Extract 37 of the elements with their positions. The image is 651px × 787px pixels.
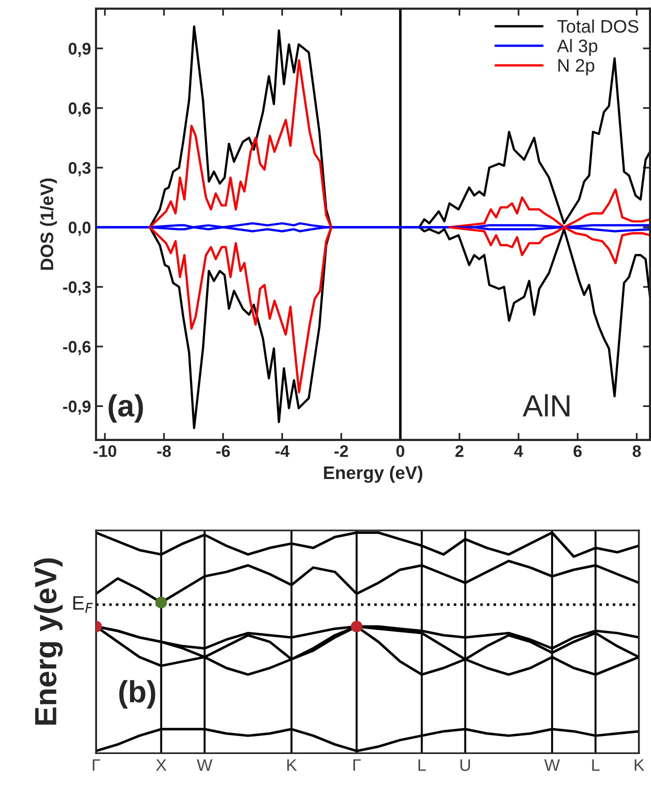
x-tick-label: X	[156, 759, 166, 771]
x-tick-label: -10	[93, 445, 116, 458]
y-tick-label: -0,9	[63, 400, 91, 415]
y-tick-label: -0,3	[63, 281, 91, 296]
x-tick-label: -8	[157, 445, 171, 458]
x-tick-label: Γ	[92, 759, 100, 771]
x-tick-label: L	[592, 759, 600, 771]
x-tick-label: 8	[632, 445, 641, 458]
x-tick-label: 2	[455, 445, 464, 457]
y-tick-label: -0,6	[63, 340, 91, 356]
legend-label: Al 3p	[556, 39, 598, 56]
x-tick-label: -2	[334, 445, 348, 457]
y-tick-label: 0,9	[68, 42, 91, 58]
x-tick-label: Γ	[353, 759, 361, 771]
annotation: (b)	[119, 680, 156, 709]
x-tick-label: W	[544, 759, 560, 771]
y-tick-label: 0,0	[68, 222, 90, 236]
x-tick-label: W	[196, 759, 212, 771]
y-tick-label: 0,3	[68, 162, 91, 176]
x-tick-label: 0	[396, 445, 404, 458]
x-tick-label: 6	[574, 445, 582, 458]
x-tick-label: K	[634, 759, 644, 771]
annotation: (a)	[108, 394, 143, 423]
y-tick-label: 0,6	[68, 102, 91, 117]
x-tick-label: U	[460, 759, 470, 771]
legend-label: N 2p	[558, 59, 594, 76]
x-tick-label: 4	[514, 445, 524, 457]
x-tick-label: K	[287, 759, 297, 771]
y-axis-title: Energ y(eV)	[34, 558, 63, 725]
x-tick-label: -4	[275, 445, 290, 457]
y-axis-title: DOS (1/eV)	[40, 178, 57, 270]
ref-line-label: E$_{F}$	[73, 596, 93, 613]
x-axis-title: Energy (eV)	[324, 466, 422, 483]
x-tick-label: -6	[216, 445, 230, 458]
x-tick-label: L	[418, 759, 426, 771]
legend-label: Total DOS	[557, 19, 638, 33]
annotation: AlN	[522, 394, 570, 416]
